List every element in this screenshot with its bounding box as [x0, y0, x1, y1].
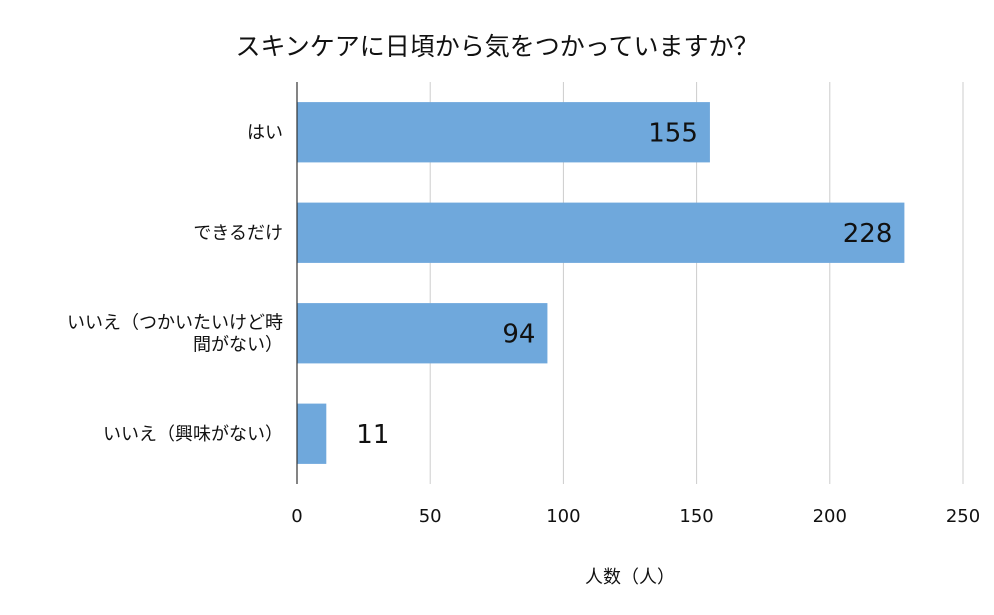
value-labels: 155 228 94 11	[356, 118, 892, 450]
x-tick-100: 100	[546, 506, 580, 527]
category-label-2-line-1: 間がない）	[193, 334, 283, 355]
bars	[297, 102, 905, 464]
value-label-3: 11	[356, 420, 389, 450]
bar-0	[297, 102, 710, 163]
x-tick-50: 50	[419, 506, 442, 527]
x-tick-250: 250	[946, 506, 980, 527]
x-tick-150: 150	[679, 506, 713, 527]
bar-2	[297, 303, 548, 364]
bar-1	[297, 202, 905, 263]
category-label-2-line-0: いいえ（つかいたいけど時	[67, 312, 283, 333]
bar-3	[297, 403, 327, 464]
x-tick-labels: 0 50 100 150 200 250	[291, 506, 980, 527]
value-label-0: 155	[648, 118, 698, 148]
value-label-1: 228	[843, 219, 893, 249]
category-label-0: はい	[247, 122, 283, 143]
value-label-2: 94	[502, 319, 535, 349]
x-tick-0: 0	[291, 506, 302, 527]
category-label-3: いいえ（興味がない）	[103, 424, 283, 445]
chart-title: スキンケアに日頃から気をつかっていますか？	[235, 32, 758, 61]
x-axis-label: 人数（人）	[585, 567, 675, 588]
x-tick-200: 200	[813, 506, 847, 527]
category-label-1: できるだけ	[193, 223, 283, 244]
